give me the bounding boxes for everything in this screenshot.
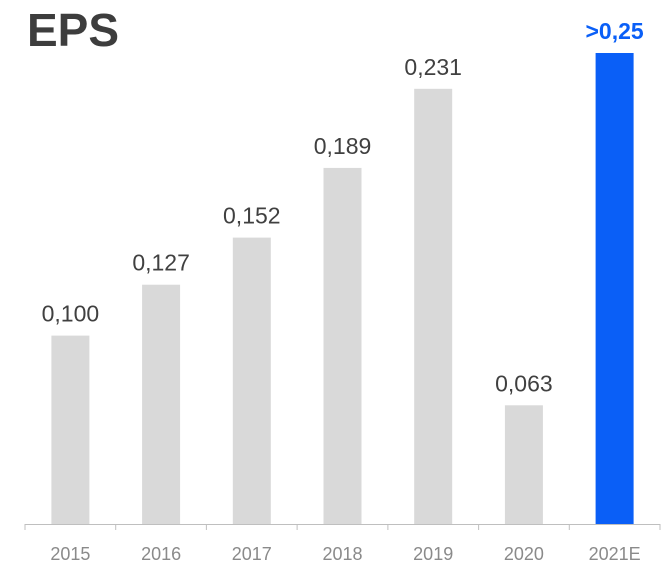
bars-group xyxy=(51,53,634,525)
value-label-2020: 0,063 xyxy=(495,370,553,396)
tick-label-2021E: 2021E xyxy=(589,544,641,564)
value-labels-group: 0,100 0,127 0,152 0,189 0,231 0,063 >0,25 xyxy=(42,18,644,396)
tick-label-2016: 2016 xyxy=(141,544,181,564)
tick-labels-group: 2015 2016 2017 2018 2019 2020 2021E xyxy=(50,544,640,564)
bar-2015 xyxy=(51,335,90,524)
tick-label-2020: 2020 xyxy=(504,544,544,564)
tick-label-2019: 2019 xyxy=(413,544,453,564)
value-label-2018: 0,189 xyxy=(314,133,372,159)
bar-2018 xyxy=(323,167,362,524)
value-label-2016: 0,127 xyxy=(132,250,190,276)
tick-label-2018: 2018 xyxy=(322,544,362,564)
bar-2021E xyxy=(595,53,634,524)
tick-label-2017: 2017 xyxy=(232,544,272,564)
chart-title: EPS xyxy=(27,4,120,56)
x-axis xyxy=(24,524,661,530)
value-label-2015: 0,100 xyxy=(42,301,100,327)
bar-2016 xyxy=(142,284,181,524)
bar-2017 xyxy=(232,237,271,524)
value-label-2021E: >0,25 xyxy=(585,18,643,44)
bar-2020 xyxy=(504,405,543,524)
value-label-2019: 0,231 xyxy=(404,54,462,80)
bar-2019 xyxy=(414,88,453,525)
value-label-2017: 0,152 xyxy=(223,203,281,229)
tick-label-2015: 2015 xyxy=(50,544,90,564)
